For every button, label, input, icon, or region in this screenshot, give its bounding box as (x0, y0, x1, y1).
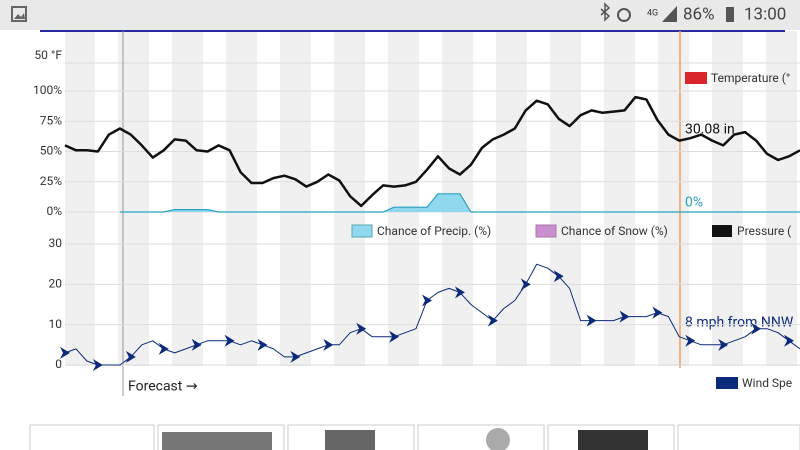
thumbnail[interactable] (417, 424, 545, 450)
legend-swatch (351, 224, 373, 238)
wind-arrow (389, 330, 400, 343)
precip-readout: 0% (685, 195, 703, 211)
series-line (64, 95, 800, 208)
thumbnail[interactable] (677, 424, 800, 450)
wind-arrow (586, 314, 597, 327)
y-tick-label: 30 (49, 236, 63, 250)
wind-arrow (356, 322, 367, 335)
legend-swatch (535, 224, 557, 238)
wind-arrow (718, 338, 729, 351)
wind-arrow (191, 338, 202, 351)
legend-label: Chance of Snow (%) (561, 224, 668, 238)
y-tick-label: 75% (40, 113, 62, 127)
wind-arrow (487, 314, 498, 327)
wind-arrow (553, 270, 564, 283)
y-tick-label: 0 (55, 357, 62, 371)
stripe (713, 31, 743, 366)
y-tick-label: 100% (33, 83, 62, 97)
stripe (389, 31, 419, 366)
wind-arrow (158, 342, 169, 355)
alarm-icon (617, 8, 631, 22)
product-thumbnails (29, 424, 800, 450)
legend-swatch (716, 377, 738, 389)
wind-arrow (257, 338, 268, 351)
stripe (335, 31, 365, 366)
wind-arrow (784, 334, 795, 347)
clock: 13:00 (744, 4, 786, 24)
image-icon (11, 6, 27, 22)
wind-arrow (652, 306, 663, 319)
wind-arrow (422, 294, 433, 307)
wind-arrow (454, 286, 465, 299)
stripe (173, 31, 203, 366)
battery-percent: 86% (683, 4, 715, 24)
network-label: 4G (647, 8, 658, 18)
wind-arrow (751, 322, 762, 335)
legend-label: Wind Spe (742, 376, 792, 390)
precip-line (119, 193, 800, 213)
wind-arrow (619, 310, 630, 323)
signal-icon (662, 6, 677, 22)
legend-label: Pressure ( (737, 224, 791, 238)
wind-readout: 8 mph from NNW (685, 315, 794, 331)
y-tick-label: 0% (46, 204, 62, 218)
y-tick-label: 25% (40, 174, 62, 188)
y-tick-label: 20 (49, 277, 63, 291)
series-line (64, 263, 800, 366)
thumbnail-image (486, 428, 510, 450)
wind-arrow (60, 346, 70, 359)
status-bar (0, 0, 800, 30)
wind-arrow (125, 350, 136, 363)
legend-label: Temperature (° (711, 71, 790, 85)
precip-area-fill (119, 193, 800, 212)
stripe (551, 31, 581, 366)
thumbnail[interactable] (29, 424, 155, 450)
stripe (767, 31, 797, 366)
wind-arrow (685, 334, 696, 347)
stripe (227, 31, 257, 366)
wind-arrow (290, 350, 301, 363)
bluetooth-icon (600, 2, 611, 22)
wind-arrow (323, 338, 334, 351)
forecast-label: Forecast → (128, 379, 198, 395)
y-tick-label: 50 °F (34, 48, 62, 62)
legend-label: Chance of Precip. (%) (377, 224, 491, 238)
image-icon-glyph (14, 13, 25, 19)
pressure-readout: 30.08 in (685, 122, 735, 138)
legend-swatch (712, 225, 732, 237)
thumbnail-image (325, 430, 375, 450)
stripe (605, 31, 635, 366)
battery-icon (726, 7, 734, 22)
y-tick-label: 50% (40, 144, 62, 158)
stripe (281, 31, 311, 366)
legend-swatch (685, 72, 707, 84)
wind-arrow (224, 334, 235, 347)
stripe (497, 31, 527, 366)
thumbnail-image (162, 432, 272, 450)
stripe (65, 31, 95, 366)
thumbnail-image (578, 430, 648, 450)
wind-arrow (92, 359, 103, 371)
stripe (659, 31, 689, 366)
wind-arrow (520, 278, 531, 291)
stripe (119, 31, 149, 366)
y-tick-label: 10 (49, 317, 63, 331)
